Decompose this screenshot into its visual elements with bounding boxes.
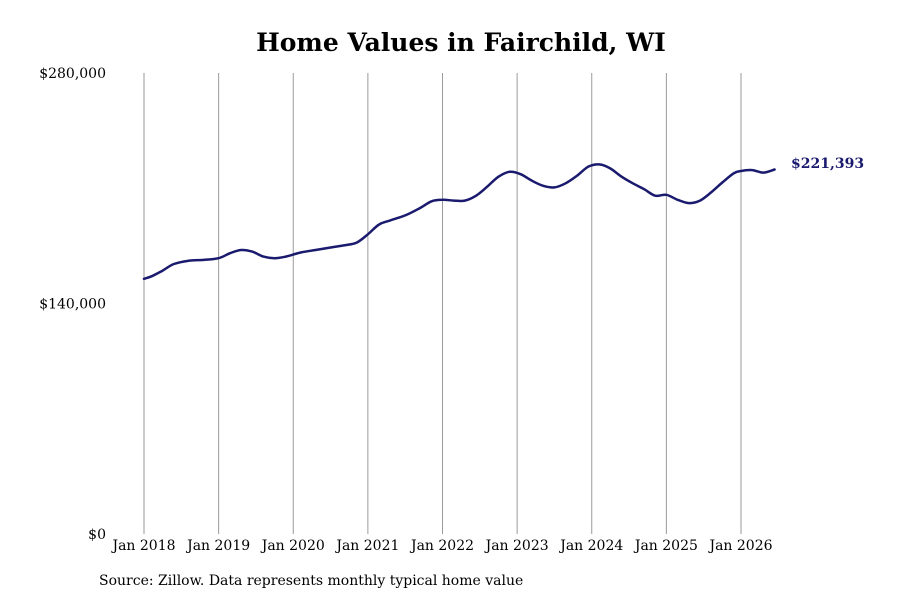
series-line: [142, 163, 776, 281]
x-tick-label: Jan 2021: [334, 538, 399, 554]
y-axis-tick-labels: $0 $140,000 $280,000: [39, 66, 106, 543]
y-tick-label: $280,000: [39, 66, 106, 82]
x-tick-label: Jan 2025: [633, 538, 698, 554]
source-note: Source: Zillow. Data represents monthly …: [99, 573, 524, 589]
x-tick-label: Jan 2019: [185, 538, 250, 554]
x-tick-label: Jan 2018: [110, 538, 175, 554]
y-tick-label: $140,000: [39, 297, 106, 313]
x-tick-label: Jan 2020: [260, 538, 325, 554]
x-tick-label: Jan 2022: [409, 538, 474, 554]
x-tick-label: Jan 2024: [558, 538, 623, 554]
x-axis-tick-labels: Jan 2018 Jan 2019 Jan 2020 Jan 2021 Jan 2022…: [110, 538, 772, 554]
chart-title: Home Values in Fairchild, WI: [256, 28, 666, 57]
last-value-label: $221,393: [791, 156, 864, 172]
y-tick-label: $0: [88, 527, 106, 543]
x-tick-label: Jan 2026: [707, 538, 772, 554]
x-tick-label: Jan 2023: [484, 538, 549, 554]
vertical-gridlines: [143, 73, 742, 534]
series-group: $221,393: [142, 156, 864, 281]
